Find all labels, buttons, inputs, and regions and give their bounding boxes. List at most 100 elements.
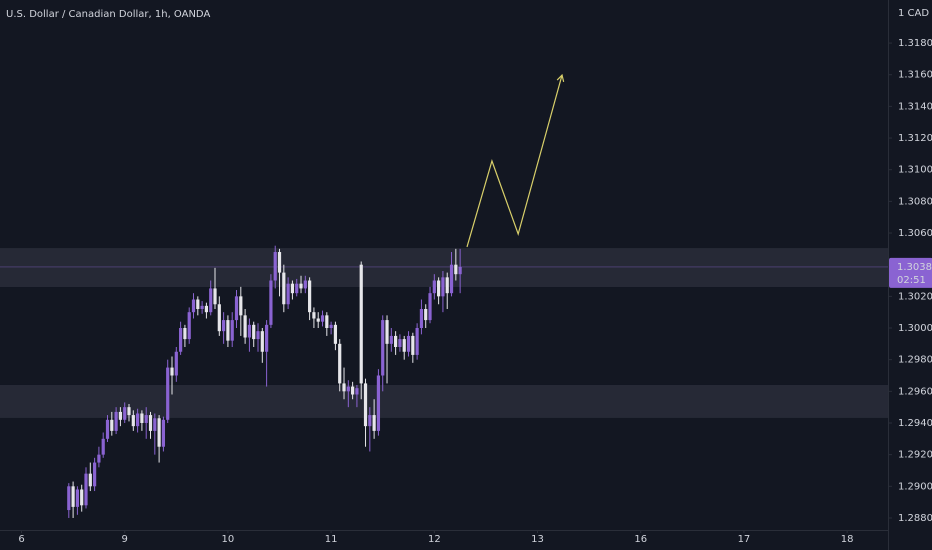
candle-body	[234, 296, 239, 321]
candle-body	[376, 375, 381, 431]
countdown: 02:51	[897, 275, 926, 286]
x-tick-label: 16	[634, 534, 647, 545]
candle-body	[342, 383, 346, 392]
candle-body	[226, 320, 230, 341]
candle-body	[454, 264, 458, 275]
candle-body	[325, 315, 329, 329]
candle-body	[170, 367, 174, 376]
candle-body	[406, 335, 411, 352]
x-tick-label: 17	[738, 534, 751, 545]
candle-body	[273, 252, 277, 281]
candle-body	[363, 383, 368, 427]
candle-body	[320, 315, 325, 322]
candle-body	[415, 328, 419, 355]
candle-body	[449, 264, 454, 294]
candle-body	[127, 407, 131, 416]
candle-body	[394, 335, 398, 348]
candle-body	[230, 320, 234, 341]
candle-body	[445, 277, 449, 294]
axis-header: 1 CAD 0	[898, 8, 932, 19]
x-tick-label: 9	[122, 534, 128, 545]
y-tick-label: 1.28800	[898, 513, 932, 524]
candle-body	[131, 415, 135, 427]
candle-body	[166, 367, 170, 420]
candle-body	[252, 324, 256, 340]
candle-body	[398, 339, 402, 348]
zone	[0, 384, 888, 418]
candle-body	[411, 335, 415, 355]
candle-body	[191, 299, 196, 313]
candle-body	[295, 283, 299, 294]
candle-body	[93, 462, 97, 487]
candle-body	[437, 280, 441, 297]
candle-body	[161, 419, 166, 447]
y-tick-label: 1.31600	[898, 70, 932, 81]
candle-body	[183, 328, 187, 340]
candle-body	[67, 486, 71, 511]
y-tick-label: 1.29000	[898, 481, 932, 492]
candle-body	[75, 489, 80, 507]
y-tick-label: 1.30000	[898, 323, 932, 334]
candle-body	[222, 320, 226, 332]
candle-body	[441, 277, 445, 297]
candle-body	[136, 413, 140, 427]
y-tick-label: 1.31800	[898, 38, 932, 49]
candle-body	[265, 324, 269, 352]
x-tick-label: 6	[18, 534, 24, 545]
candle-body	[346, 386, 350, 392]
candle-body	[105, 419, 110, 439]
candle-body	[355, 388, 359, 395]
candle-body	[419, 309, 424, 329]
x-tick-label: 10	[222, 534, 235, 545]
y-tick-label: 1.30600	[898, 228, 932, 239]
last-price-label: 1.30386	[897, 262, 932, 273]
candle-body	[312, 312, 316, 319]
last-price-box	[889, 257, 932, 288]
candle-body	[153, 418, 157, 431]
candle-body	[179, 328, 183, 352]
candle-body	[381, 320, 385, 376]
x-tick-label: 18	[841, 534, 854, 545]
projection-line	[466, 74, 563, 248]
candle-body	[114, 411, 118, 431]
candle-body	[144, 415, 148, 423]
candle-body	[424, 309, 428, 321]
candle-body	[277, 252, 282, 273]
candle-body	[209, 288, 213, 313]
x-tick-label: 13	[531, 534, 544, 545]
y-tick-label: 1.31000	[898, 165, 932, 176]
candle-body	[286, 283, 290, 305]
x-tick-label: 12	[428, 534, 441, 545]
candle-body	[260, 331, 264, 352]
y-tick-label: 1.29600	[898, 386, 932, 397]
candle-body	[243, 315, 247, 338]
candle-body	[299, 283, 303, 289]
candle-body	[329, 324, 333, 329]
candle-body	[256, 331, 260, 340]
y-tick-label: 1.30800	[898, 196, 932, 207]
candle-body	[204, 305, 209, 313]
candle-body	[303, 280, 307, 289]
candle-body	[88, 473, 92, 487]
candle-body	[118, 411, 123, 420]
candle-body	[282, 272, 286, 305]
candle-body	[333, 324, 338, 344]
candle-body	[140, 413, 144, 423]
candle-body	[290, 283, 295, 294]
candle-body	[84, 473, 88, 506]
candle-body	[368, 415, 372, 427]
y-tick-label: 1.31400	[898, 101, 932, 112]
candle-body	[101, 438, 105, 455]
candle-body	[359, 264, 363, 384]
candle-body	[428, 293, 432, 321]
candle-body	[148, 415, 153, 431]
candle-body	[351, 386, 355, 395]
y-tick-label: 1.29200	[898, 450, 932, 461]
y-tick-label: 1.29400	[898, 418, 932, 429]
candle-body	[269, 280, 273, 325]
candle-body	[385, 320, 389, 344]
candle-body	[338, 343, 342, 384]
candle-body	[157, 418, 161, 447]
candle-body	[402, 339, 406, 352]
candle-body	[187, 312, 191, 340]
